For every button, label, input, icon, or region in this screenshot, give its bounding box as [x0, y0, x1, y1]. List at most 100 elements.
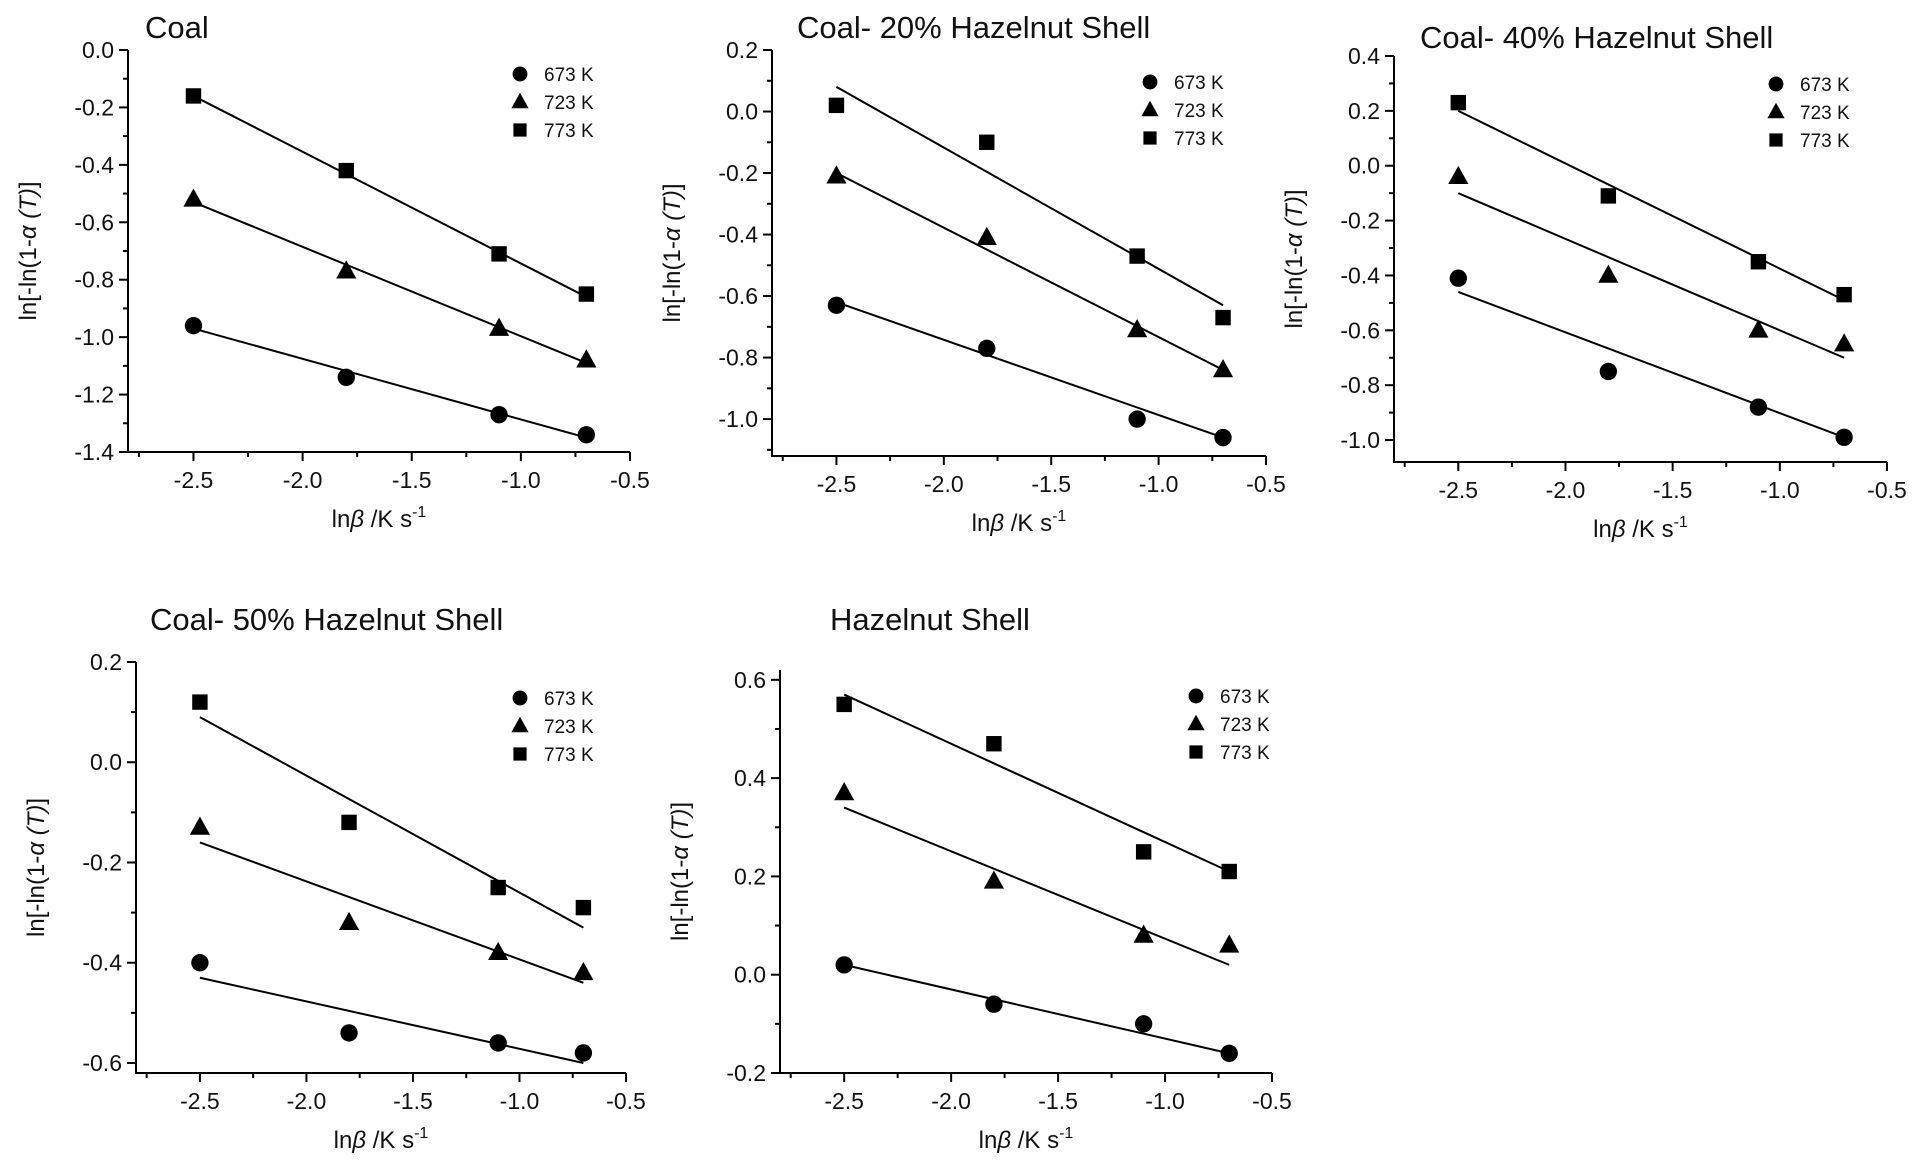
- data-point-673-k: [1749, 398, 1768, 416]
- y-tick-label: 0.0: [82, 37, 114, 63]
- data-point-723-k: [1834, 333, 1855, 352]
- data-point-673-k: [1134, 1015, 1153, 1033]
- y-axis-title: ln[-ln(1-α (T)]: [659, 183, 686, 322]
- x-tick-label: -1.0: [501, 467, 541, 493]
- x-tick-label: -2.5: [817, 471, 857, 497]
- legend-marker-723-k: [511, 92, 529, 109]
- y-tick-label: 0.2: [1348, 98, 1380, 124]
- x-tick-label: -1.0: [1760, 477, 1800, 503]
- data-point-673-k: [1835, 428, 1853, 446]
- y-tick-label: 0.2: [734, 863, 766, 889]
- fit-line-723-k: [843, 806, 1230, 966]
- data-point-773-k: [1750, 254, 1767, 270]
- legend-label: 723 K: [544, 93, 594, 114]
- chart-title: Coal- 50% Hazelnut Shell: [150, 602, 503, 637]
- data-point-773-k: [1221, 863, 1237, 880]
- data-point-723-k: [576, 349, 597, 368]
- legend-label: 673 K: [544, 65, 594, 86]
- fit-line-773-k: [1457, 109, 1845, 302]
- y-axis-title: ln[-ln(1-α (T)]: [15, 181, 42, 320]
- data-point-673-k: [1449, 269, 1467, 287]
- fit-line-723-k: [835, 172, 1224, 371]
- axes-frame: [1393, 56, 1887, 463]
- x-axis-title: lnβ /K s-1: [979, 1125, 1074, 1154]
- data-point-773-k: [828, 97, 845, 114]
- y-tick-label: -1.2: [74, 382, 114, 408]
- fit-line-673-k: [199, 976, 584, 1064]
- y-tick-label: 0.0: [1348, 153, 1380, 179]
- data-point-673-k: [577, 426, 596, 444]
- data-point-723-k: [336, 260, 357, 279]
- x-tick-label: -0.5: [1246, 471, 1286, 497]
- data-point-723-k: [826, 165, 847, 184]
- chart-title: Hazelnut Shell: [830, 602, 1030, 637]
- data-point-773-k: [1129, 248, 1145, 264]
- x-tick-label: -2.0: [1546, 477, 1586, 503]
- fit-line-773-k: [843, 693, 1230, 873]
- x-tick-label: -2.5: [180, 1088, 220, 1114]
- x-tick-label: -1.0: [500, 1088, 540, 1114]
- fit-line-773-k: [193, 95, 587, 298]
- legend-label: 673 K: [1800, 75, 1850, 96]
- data-point-723-k: [1212, 359, 1234, 378]
- y-axis-title: ln[-ln(1-α (T)]: [1281, 189, 1308, 328]
- legend-label: 723 K: [1174, 101, 1224, 122]
- data-point-673-k: [835, 956, 853, 974]
- x-tick-label: -2.0: [287, 1088, 327, 1114]
- x-axis-title: lnβ /K s-1: [972, 508, 1067, 537]
- legend-label: 773 K: [1220, 743, 1270, 764]
- legend-marker-723-k: [1767, 102, 1785, 119]
- data-point-723-k: [1219, 934, 1240, 953]
- x-axis-title: lnβ /K s-1: [332, 504, 427, 533]
- data-point-723-k: [1598, 264, 1619, 283]
- data-point-773-k: [1450, 94, 1467, 111]
- y-tick-label: -0.2: [726, 1060, 766, 1086]
- x-tick-label: -2.5: [824, 1088, 864, 1114]
- y-tick-label: -1.0: [718, 406, 758, 432]
- data-point-723-k: [488, 941, 509, 961]
- data-point-673-k: [1599, 362, 1618, 381]
- y-tick-label: -0.8: [74, 267, 114, 293]
- data-point-673-k: [827, 296, 846, 314]
- legend-label: 773 K: [544, 121, 594, 142]
- x-tick-label: -2.5: [1438, 477, 1478, 503]
- x-tick-label: -1.5: [1653, 477, 1693, 503]
- legend-marker-673-k: [512, 690, 528, 706]
- data-point-773-k: [1135, 844, 1152, 860]
- fit-line-723-k: [193, 201, 587, 364]
- y-tick-label: 0.2: [726, 37, 758, 63]
- y-tick-label: -0.6: [82, 1050, 122, 1076]
- data-point-673-k: [184, 316, 203, 335]
- y-tick-label: -1.0: [1340, 427, 1380, 453]
- y-tick-label: 0.4: [1348, 43, 1380, 69]
- data-point-723-k: [976, 226, 997, 245]
- legend-label: 723 K: [1220, 715, 1270, 736]
- data-point-673-k: [1214, 428, 1232, 447]
- data-point-773-k: [1215, 309, 1231, 326]
- legend-label: 773 K: [544, 745, 594, 766]
- y-tick-label: -0.4: [82, 950, 122, 976]
- y-axis-title: ln[-ln(1-α (T)]: [23, 798, 50, 937]
- y-tick-label: -1.0: [74, 324, 114, 350]
- y-tick-label: -0.8: [1340, 372, 1380, 398]
- y-tick-label: 0.2: [90, 649, 122, 675]
- legend-label: 673 K: [544, 689, 594, 710]
- y-tick-label: -0.6: [718, 283, 758, 309]
- data-point-773-k: [575, 899, 592, 916]
- data-point-723-k: [1748, 319, 1769, 338]
- legend-label: 673 K: [1220, 687, 1270, 708]
- x-tick-label: -2.5: [174, 467, 214, 493]
- legend-label: 773 K: [1174, 129, 1224, 150]
- fit-line-773-k: [835, 86, 1224, 307]
- y-tick-label: -0.4: [718, 222, 758, 248]
- data-point-723-k: [338, 911, 360, 930]
- legend-marker-723-k: [511, 716, 529, 733]
- chart-title: Coal: [145, 10, 209, 45]
